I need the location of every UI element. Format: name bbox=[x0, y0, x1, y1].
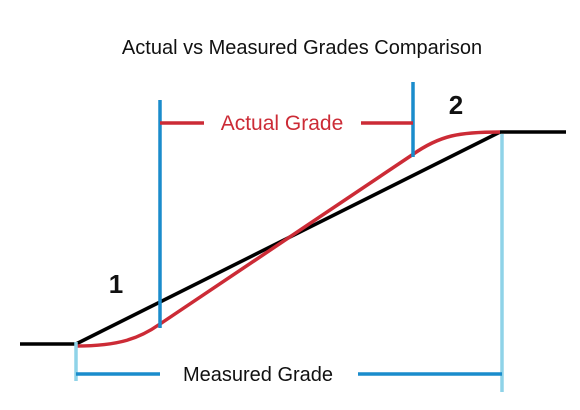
point-1-label: 1 bbox=[109, 269, 123, 299]
diagram-title: Actual vs Measured Grades Comparison bbox=[122, 37, 482, 59]
actual-grade-curve bbox=[75, 130, 501, 348]
actual-grade-label: Actual Grade bbox=[221, 112, 344, 135]
point-2-label: 2 bbox=[449, 90, 463, 120]
measured-grade-label: Measured Grade bbox=[183, 364, 333, 386]
